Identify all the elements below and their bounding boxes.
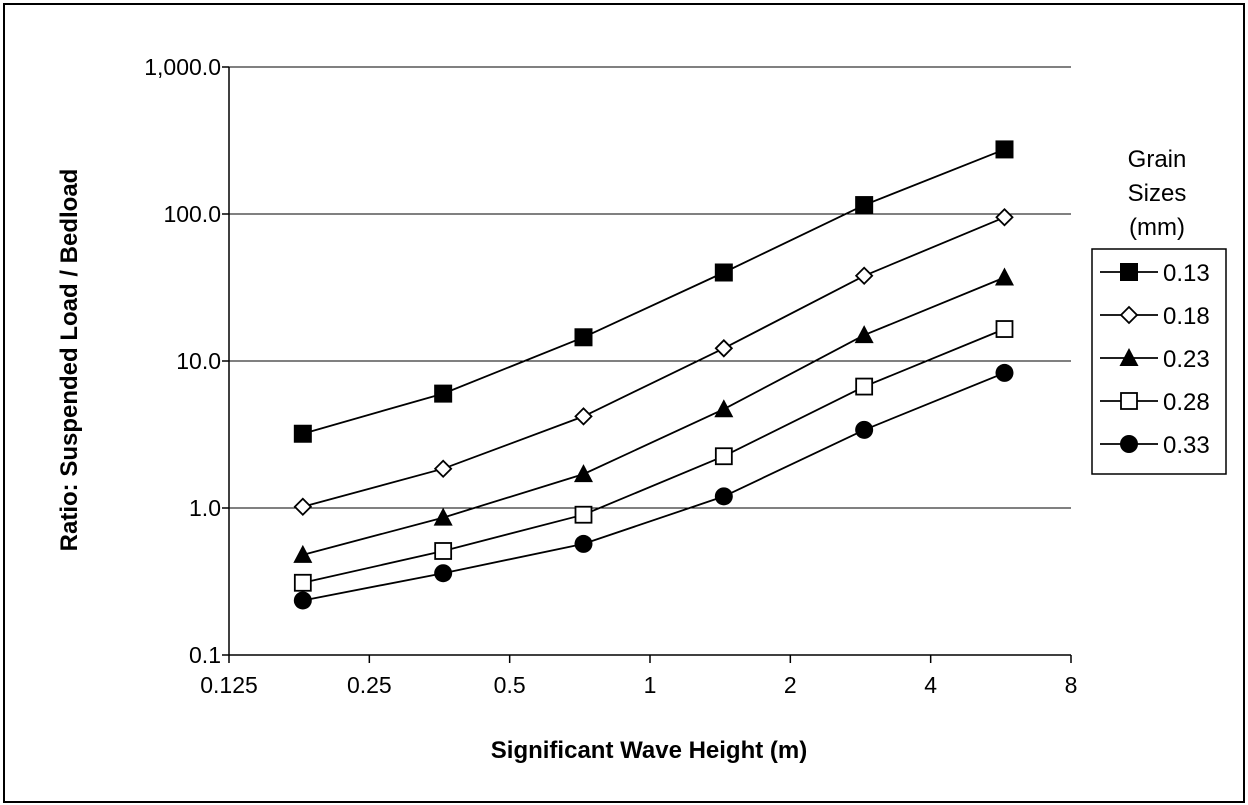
y-tick-label: 1,000.0 [144, 54, 221, 80]
series-0.28 [293, 320, 1014, 592]
legend-entry: 0.23 [1100, 346, 1210, 373]
data-point [714, 339, 734, 358]
series-line [302, 328, 1005, 584]
legend-label: 0.18 [1163, 303, 1210, 330]
series-line [302, 372, 1005, 602]
legend-entry: 0.18 [1100, 303, 1210, 330]
legend-label: 0.28 [1163, 389, 1210, 416]
data-point [714, 487, 733, 506]
data-point [433, 507, 453, 526]
legend-marker [1119, 305, 1139, 325]
data-point [434, 384, 453, 403]
data-point [714, 447, 733, 466]
x-tick-label: 8 [1065, 672, 1078, 698]
series-line [302, 216, 1005, 508]
legend-marker [1119, 348, 1139, 366]
data-point [293, 544, 313, 563]
data-point [995, 363, 1014, 382]
legend-title-line-2: Sizes [1128, 180, 1187, 207]
x-tick-label: 0.5 [494, 672, 526, 698]
data-point [293, 497, 313, 517]
y-tick-label: 1.0 [189, 495, 221, 521]
legend-label: 0.23 [1163, 346, 1210, 373]
series-group [293, 140, 1014, 610]
y-axis-title: Ratio: Suspended Load / Bedload [56, 169, 83, 552]
grid [229, 66, 1071, 509]
legend-entry: 0.28 [1100, 389, 1210, 416]
legend-label: 0.13 [1163, 260, 1210, 287]
data-point [995, 208, 1014, 227]
data-point [574, 505, 593, 524]
x-tick-label: 1 [644, 672, 657, 698]
axes [222, 66, 1072, 663]
x-tick-label: 2 [784, 672, 797, 698]
series-line [302, 148, 1005, 435]
data-point [854, 325, 874, 344]
x-axis-tick-labels: 0.125 0.25 0.5 1 2 4 8 [200, 672, 1077, 698]
series-0.18 [293, 208, 1014, 517]
data-point [995, 320, 1014, 338]
legend: Grain Sizes (mm) 0.13 0.18 0.23 0.28 0.33 [1091, 146, 1227, 475]
x-tick-label: 0.25 [347, 672, 392, 698]
data-point [293, 573, 312, 592]
legend-items: 0.13 0.18 0.23 0.28 0.33 [1100, 260, 1210, 459]
y-axis-tick-labels: 0.1 1.0 10.0 100.0 1,000.0 [144, 54, 221, 668]
y-tick-label: 10.0 [176, 348, 221, 374]
chart-frame [3, 3, 1245, 803]
legend-entry: 0.33 [1100, 432, 1210, 459]
data-point [995, 140, 1014, 159]
data-point [714, 263, 733, 282]
data-point [293, 424, 312, 443]
y-tick-label: 100.0 [163, 201, 221, 227]
legend-marker [1120, 392, 1138, 410]
series-line [302, 276, 1005, 556]
data-point [854, 266, 874, 286]
data-point [855, 196, 874, 215]
x-axis-title: Significant Wave Height (m) [491, 737, 807, 764]
data-point [434, 564, 453, 583]
legend-title-line-3: (mm) [1129, 214, 1185, 241]
data-point [574, 328, 593, 347]
legend-label: 0.33 [1163, 432, 1210, 459]
x-tick-label: 0.125 [200, 672, 258, 698]
data-point [434, 542, 453, 560]
series-0.23 [293, 267, 1014, 563]
legend-title-line-1: Grain [1128, 146, 1187, 173]
data-point [855, 377, 874, 396]
data-point [574, 534, 593, 553]
legend-marker [1120, 435, 1138, 453]
data-point [855, 420, 874, 439]
series-0.33 [293, 363, 1014, 610]
data-point [994, 267, 1014, 286]
legend-entry: 0.13 [1100, 260, 1210, 287]
series-0.13 [293, 140, 1014, 443]
y-tick-label: 0.1 [189, 642, 221, 668]
data-point [573, 464, 593, 483]
data-point [433, 459, 453, 478]
legend-marker [1120, 263, 1138, 281]
data-point [293, 591, 312, 610]
data-point [574, 407, 593, 426]
x-tick-label: 4 [924, 672, 937, 698]
legend-box [1091, 248, 1227, 475]
data-point [714, 399, 734, 418]
